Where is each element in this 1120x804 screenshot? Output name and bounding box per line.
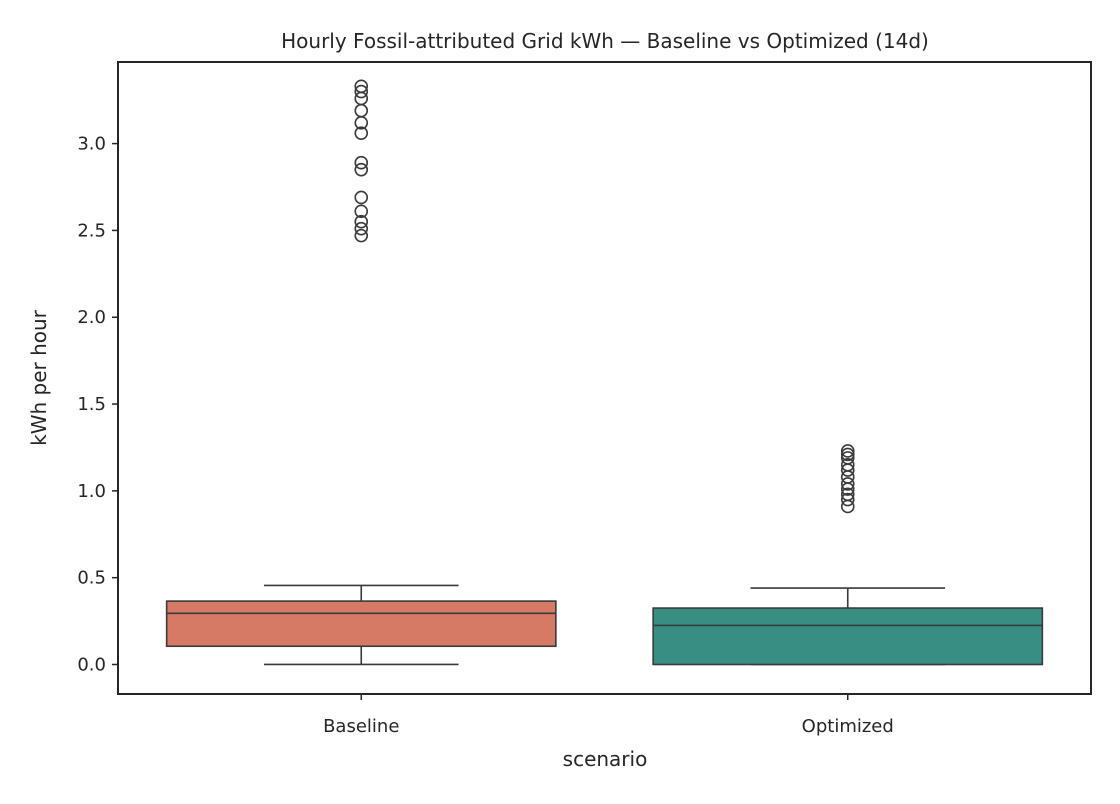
box-group-optimized [652,444,1044,666]
outlier-point [840,470,855,484]
plot-frame [117,61,1092,695]
x-axis-label: scenario [563,747,648,771]
x-tick-label: Optimized [802,716,894,737]
iqr-box [652,607,1044,666]
y-tick-label: 2.0 [77,307,106,328]
outlier-point [354,221,369,236]
outlier-point [354,204,369,219]
y-tick-label: 3.0 [77,134,106,155]
box-group-baseline [165,79,557,666]
y-tick-label: 0.0 [77,654,106,675]
chart-title: Hourly Fossil-attributed Grid kWh — Base… [281,29,929,53]
outlier-point [840,487,855,502]
outlier-point [354,103,369,118]
outlier-point [354,190,369,205]
y-tick-label: 0.5 [77,568,106,589]
outlier-point [354,91,369,106]
outlier-point [840,477,855,491]
outlier-point [354,155,369,170]
outlier-point [840,451,855,465]
outlier-point [840,447,855,462]
outlier-point [354,162,369,177]
outlier-point [354,126,369,140]
outlier-point [354,79,369,94]
outlier-point [354,228,369,243]
y-tick-label: 1.0 [77,481,106,502]
y-tick-label: 1.5 [77,394,106,415]
outlier-point [840,444,855,458]
plot-area: 0.0 0.5 1.0 1.5 2.0 2.5 3.0 Baseline Optimized [77,79,1044,737]
outlier-point [840,499,855,514]
x-tick-label: Baseline [323,716,399,737]
outlier-point [354,84,369,99]
y-tick-label: 2.5 [77,220,106,241]
iqr-box [165,600,557,648]
y-axis-label: kWh per hour [27,309,51,446]
outlier-point [840,492,855,507]
outlier-point [354,214,369,229]
outlier-point [840,458,855,472]
